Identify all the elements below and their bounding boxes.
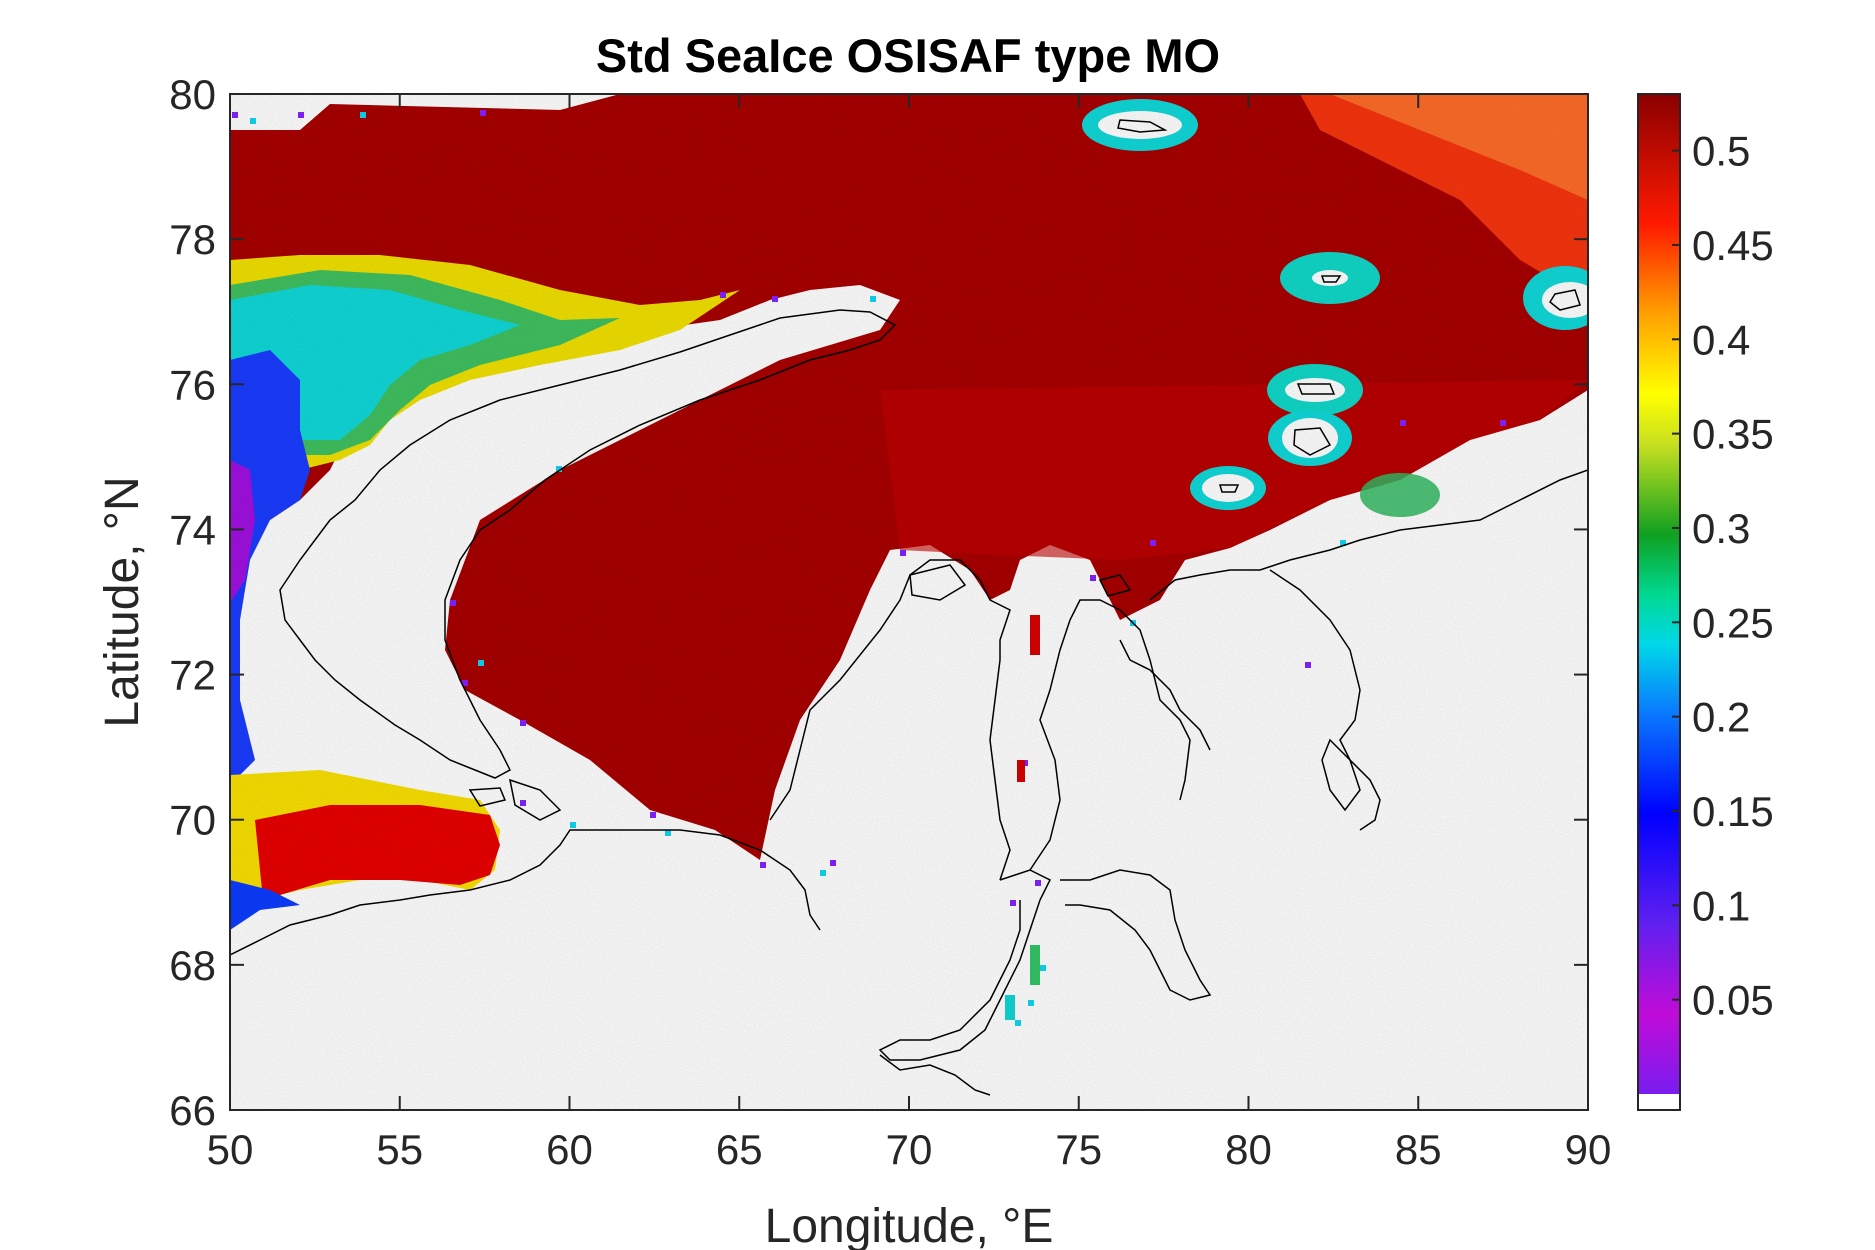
y-tick-label: 74 xyxy=(169,506,216,553)
colorbar-frame xyxy=(1637,93,1681,1111)
texture-overlay xyxy=(230,94,1588,1110)
yamal-peninsula-coast xyxy=(769,559,1011,881)
x-tick-label: 90 xyxy=(1565,1126,1612,1173)
vaygach-outline xyxy=(509,778,562,821)
bely-island-outline xyxy=(909,564,967,601)
x-tick-label: 75 xyxy=(1055,1126,1102,1173)
x-tick-label: 50 xyxy=(207,1126,254,1173)
colorbar-tick-label: 0.45 xyxy=(1692,222,1774,269)
colorbar-tick-label: 0.15 xyxy=(1692,788,1774,835)
y-tick-label: 80 xyxy=(169,71,216,118)
novaya-zemlya-coast xyxy=(279,309,897,779)
colorbar-tick-label: 0.25 xyxy=(1692,599,1774,646)
y-axis: 66 68 70 72 74 76 78 80 xyxy=(169,71,1588,1134)
y-tick-label: 76 xyxy=(169,361,216,408)
pyasina-coast xyxy=(1119,639,1211,751)
y-tick-label: 68 xyxy=(169,942,216,989)
gulf-of-ob-coast xyxy=(878,869,1052,1061)
colorbar-tick-label: 0.2 xyxy=(1692,694,1750,741)
colorbar-tick-label: 0.5 xyxy=(1692,128,1750,175)
y-tick-label: 78 xyxy=(169,216,216,263)
colorbar-nodata-swatch xyxy=(1638,1094,1680,1110)
plot-area xyxy=(230,94,1588,1110)
colorbar-gradient xyxy=(1638,94,1680,1094)
coastlines xyxy=(230,119,1588,1096)
gydan-peninsula-coast xyxy=(1029,599,1191,871)
river-ice-patches xyxy=(1005,615,1040,1020)
uedineniya-outline xyxy=(1219,484,1240,493)
colorbar-tick-label: 0.3 xyxy=(1692,505,1750,552)
franz-josef-outline xyxy=(1117,119,1168,133)
colorbar-tick-label: 0.4 xyxy=(1692,316,1750,363)
x-tick-label: 85 xyxy=(1395,1126,1442,1173)
colorbar-tick-label: 0.05 xyxy=(1692,977,1774,1024)
ice-edge-fringe-cyan xyxy=(250,112,1346,1026)
x-tick-label: 60 xyxy=(546,1126,593,1173)
colorbar-tick-label: 0.35 xyxy=(1692,411,1774,458)
x-axis: 50 55 60 65 70 75 80 85 90 xyxy=(207,94,1612,1173)
severnaya-zemlya-outline xyxy=(1549,289,1581,311)
kara-south-islands xyxy=(1098,574,1132,597)
colorbar-tick-label: 0.1 xyxy=(1692,882,1750,929)
y-tick-label: 70 xyxy=(169,797,216,844)
x-axis-label: Longitude, °E xyxy=(765,1200,1054,1250)
colorbar-ticks: 0.05 0.1 0.15 0.2 0.25 0.3 0.35 0.4 0.45 0.5 xyxy=(1672,128,1774,1024)
sergei-kirov-outline xyxy=(1293,427,1332,456)
taz-estuary-coast xyxy=(1060,869,1212,1001)
x-tick-label: 70 xyxy=(886,1126,933,1173)
taymyr-coast xyxy=(1269,569,1381,831)
y-axis-label: Latitude, °N xyxy=(96,476,149,727)
x-tick-label: 80 xyxy=(1225,1126,1272,1173)
ob-river-outline xyxy=(879,1054,991,1096)
chart-title: Std SeaIce OSISAF type MO xyxy=(596,29,1220,82)
y-tick-label: 72 xyxy=(169,652,216,699)
barents-south-coast xyxy=(230,829,821,956)
colorbar: 0.05 0.1 0.15 0.2 0.25 0.3 0.35 0.4 0.45 0.5 xyxy=(1637,93,1774,1111)
kolguev-outline xyxy=(468,787,507,807)
y-tick-label: 66 xyxy=(169,1087,216,1134)
ushakov-outline xyxy=(1296,383,1336,395)
vize-island-outline xyxy=(1320,275,1342,283)
yenisei-gulf-coast xyxy=(1149,469,1588,601)
x-tick-label: 65 xyxy=(716,1126,763,1173)
pyasina-islands xyxy=(1321,738,1361,812)
x-tick-label: 55 xyxy=(376,1126,423,1173)
